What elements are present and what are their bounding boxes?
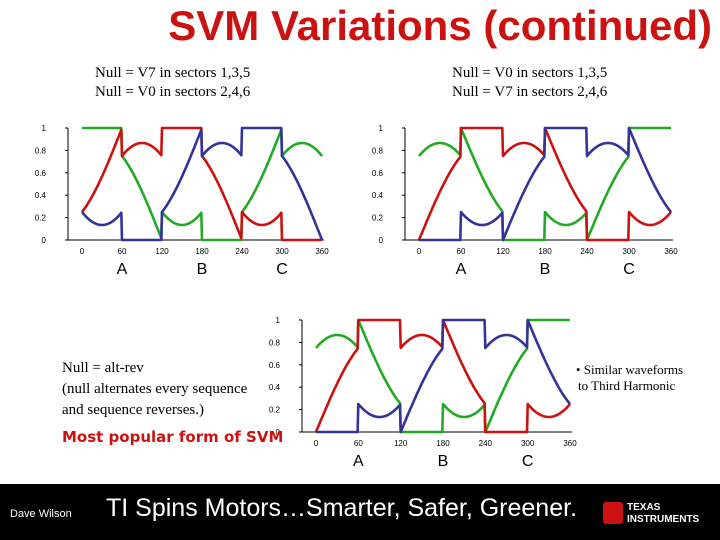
y-tick-label: 0.8 [372,146,384,155]
phase-label: B [540,261,551,278]
y-tick-label: 0.2 [269,406,281,415]
phase-label: A [117,261,128,278]
series-line-C [81,126,324,242]
x-tick-label: 60 [457,247,466,256]
y-tick-label: 0.6 [372,169,384,178]
x-tick-label: 240 [580,247,594,256]
caption-right-line: Null = V7 in sectors 2,4,6 [452,84,608,100]
phase-label: C [623,261,635,278]
x-tick-label: 360 [563,439,577,448]
footer-author: Dave Wilson [10,508,72,520]
x-tick-label: 360 [664,247,678,256]
bullet-note: • Similar waveforms to Third Harmonic [576,362,683,394]
x-tick-label: 180 [195,247,209,256]
phase-label: C [276,261,288,278]
y-tick-label: 1 [276,316,281,325]
x-tick-label: 360 [315,247,329,256]
x-tick-label: 300 [622,247,636,256]
y-tick-label: 0.4 [372,191,384,200]
x-tick-label: 120 [394,439,408,448]
caption-right-line: Null = V0 in sectors 1,3,5 [452,65,608,81]
caption-right: Null = V0 in sectors 1,3,5 Null = V7 in … [452,64,607,102]
y-tick-label: 0 [379,236,384,245]
caption-left: Null = V7 in sectors 1,3,5 Null = V0 in … [95,64,250,102]
series-line-C [315,318,572,434]
x-tick-label: 300 [275,247,289,256]
x-tick-label: 120 [496,247,510,256]
x-tick-label: 0 [417,247,422,256]
footer-slogan: TI Spins Motors…Smarter, Safer, Greener. [106,494,578,522]
phase-label: A [353,453,364,470]
series-line-C [418,126,673,242]
y-tick-label: 0.4 [269,383,281,392]
bullet-line: • Similar waveforms [576,362,684,377]
bullet-line: to Third Harmonic [578,378,676,393]
x-tick-label: 300 [521,439,535,448]
caption-left-line: Null = V7 in sectors 1,3,5 [95,65,251,81]
x-tick-label: 240 [235,247,249,256]
x-tick-label: 0 [80,247,85,256]
x-tick-label: 180 [538,247,552,256]
phase-label: B [438,453,449,470]
logo-line: INSTRUMENTS [627,514,700,525]
x-tick-label: 60 [118,247,127,256]
footer-bar: Dave Wilson TI Spins Motors…Smarter, Saf… [0,484,720,540]
y-tick-label: 0.8 [269,338,281,347]
y-tick-label: 0 [42,236,47,245]
x-tick-label: 0 [314,439,319,448]
page-title: SVM Variations (continued) [168,2,712,49]
x-tick-label: 60 [354,439,363,448]
note-line: (null alternates every sequence [62,381,248,397]
phase-label: B [197,261,208,278]
x-tick-label: 120 [155,247,169,256]
x-tick-label: 240 [479,439,493,448]
y-tick-label: 0.2 [372,214,384,223]
x-tick-label: 180 [436,439,450,448]
y-tick-label: 0.2 [35,214,47,223]
y-tick-label: 0.6 [269,361,281,370]
phase-label: C [522,453,534,470]
phase-label: A [456,261,467,278]
caption-left-line: Null = V0 in sectors 2,4,6 [95,84,251,100]
popular-label: Most popular form of SVM [62,428,284,446]
y-tick-label: 1 [42,124,47,133]
ti-logo-icon [603,502,623,524]
note-line: Null = alt-rev [62,360,144,376]
y-tick-label: 0.8 [35,146,47,155]
y-tick-label: 0.6 [35,169,47,178]
y-tick-label: 1 [379,124,384,133]
ti-logo: TEXAS INSTRUMENTS [603,500,713,530]
y-tick-label: 0.4 [35,191,47,200]
ti-logo-text: TEXAS INSTRUMENTS [627,502,699,526]
logo-line: TEXAS [627,502,661,513]
note-line: and sequence reverses.) [62,402,205,418]
alt-rev-note: Null = alt-rev (null alternates every se… [62,358,247,421]
y-tick-label: 0 [276,428,281,437]
